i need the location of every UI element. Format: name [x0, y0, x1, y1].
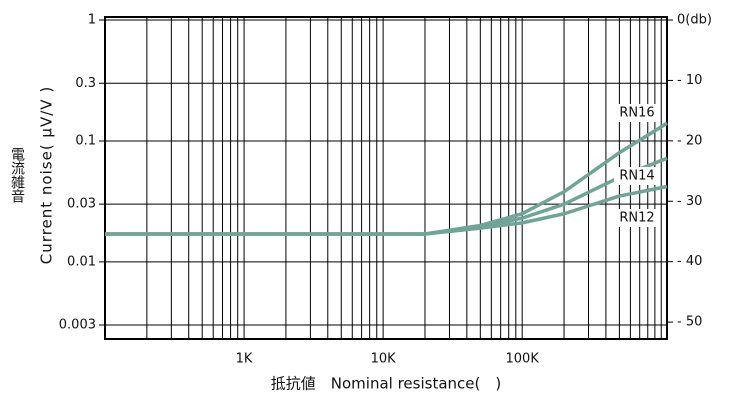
y2-tick-label: 0(db): [677, 13, 712, 28]
y2-tick-label: - 30: [677, 194, 702, 209]
y-tick-label: 0.01: [67, 254, 96, 269]
series-label: RN12: [619, 211, 654, 226]
y-axis-label: Current noise( μV/V ): [38, 86, 56, 264]
y2-tick-label: - 40: [677, 254, 702, 269]
y2-tick-label: - 10: [677, 73, 702, 88]
y-tick-label: 0.03: [67, 197, 96, 212]
plot-frame: [104, 16, 668, 340]
y2-tick-label: - 20: [677, 133, 702, 148]
y-tick-label: 1: [88, 13, 96, 28]
x-tick-label: 1K: [236, 352, 253, 367]
label-bg: [614, 209, 660, 227]
x-axis-label: 抵抗値 Nominal resistance( ): [271, 375, 501, 393]
series-line: [105, 156, 668, 236]
x-tick-label: 100K: [506, 352, 540, 367]
y-axis-label-jp: 電流雑音: [9, 147, 25, 203]
series-line: [105, 121, 668, 236]
label-bg: [614, 104, 660, 122]
y-tick-label: 0.003: [59, 318, 96, 333]
series-label: RN16: [619, 106, 654, 121]
x-tick-label: 10K: [371, 352, 397, 367]
y-tick-label: 0.1: [75, 133, 96, 148]
label-bg: [614, 167, 660, 185]
y2-tick-label: - 50: [677, 315, 702, 330]
series-label: RN14: [619, 169, 654, 184]
y-tick-label: 0.3: [75, 76, 96, 91]
series-line: [105, 184, 668, 236]
